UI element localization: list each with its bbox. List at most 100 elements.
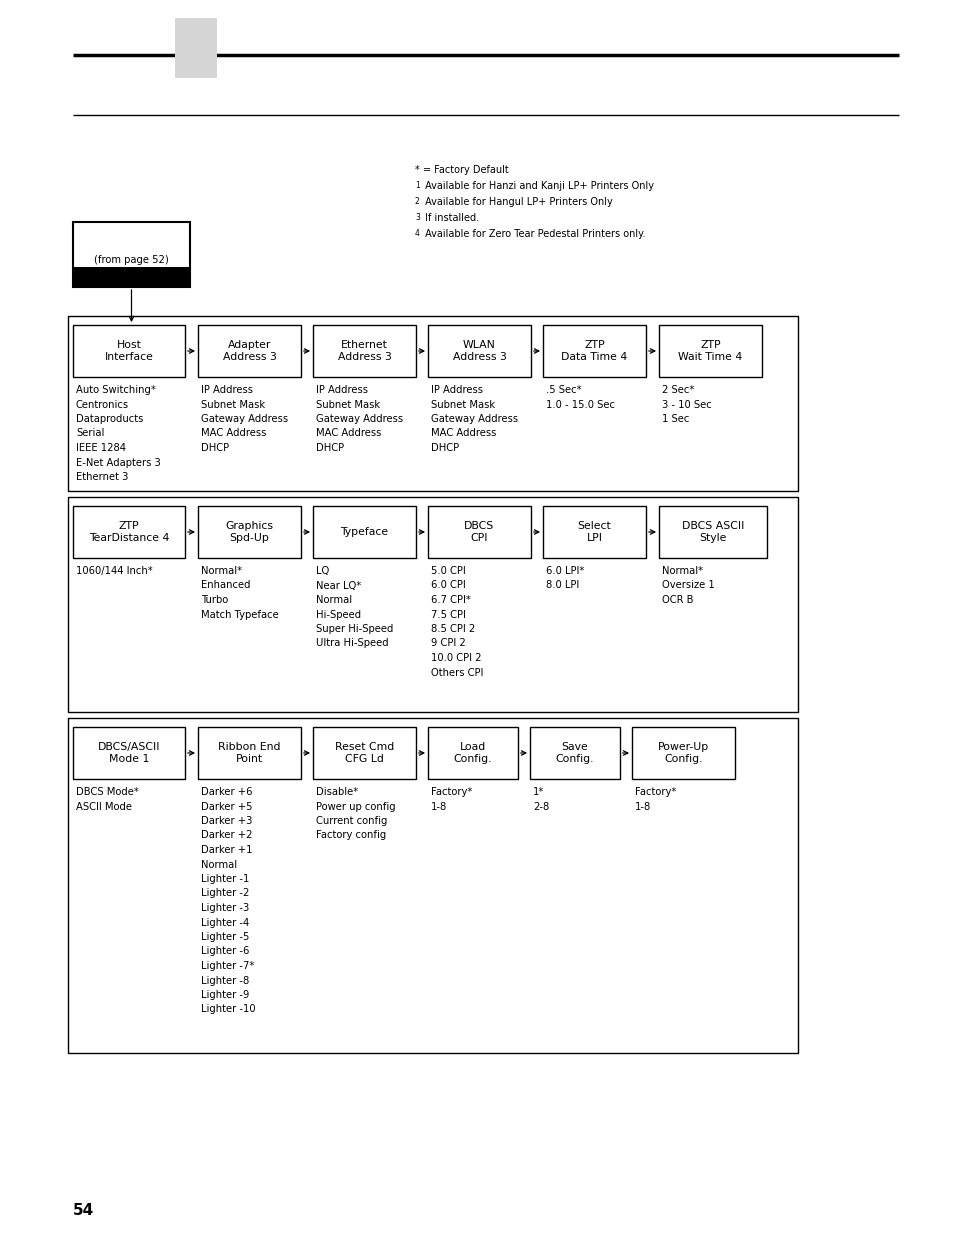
Text: Turbo: Turbo [201,595,228,605]
Text: IP Address: IP Address [315,385,368,395]
Text: DBCS ASCII
Style: DBCS ASCII Style [681,521,743,543]
Text: Host
Interface: Host Interface [105,340,153,362]
Bar [73,506,185,558]
Text: 6.0 LPI*: 6.0 LPI* [545,566,584,576]
Text: MAC Address: MAC Address [315,429,381,438]
Text: Factory*: Factory* [431,787,472,797]
Text: Ethernet
Address 3: Ethernet Address 3 [337,340,391,362]
Text: Oversize 1: Oversize 1 [661,580,714,590]
Text: Save
Config.: Save Config. [556,742,594,763]
Bar [73,222,190,287]
Text: 2 Sec*: 2 Sec* [661,385,694,395]
Text: LQ: LQ [315,566,329,576]
Bar [313,727,416,779]
Text: OCR B: OCR B [661,595,693,605]
Text: (from page 52): (from page 52) [94,254,169,266]
Text: 3: 3 [415,212,419,222]
Text: 8.0 LPI: 8.0 LPI [545,580,578,590]
Text: 6.0 CPI: 6.0 CPI [431,580,465,590]
Text: Disable*: Disable* [315,787,358,797]
Bar [73,325,185,377]
Text: MAC Address: MAC Address [431,429,496,438]
Text: 1.0 - 15.0 Sec: 1.0 - 15.0 Sec [545,399,615,410]
Text: Normal*: Normal* [661,566,702,576]
Text: Hi-Speed: Hi-Speed [315,610,361,620]
Text: Subnet Mask: Subnet Mask [315,399,379,410]
Text: Factory*: Factory* [635,787,676,797]
Text: 3 - 10 Sec: 3 - 10 Sec [661,399,711,410]
Text: Normal: Normal [315,595,352,605]
Text: Reset Cmd
CFG Ld: Reset Cmd CFG Ld [335,742,394,763]
Bar [313,325,416,377]
Text: Gateway Address: Gateway Address [201,414,288,424]
Text: DHCP: DHCP [315,443,344,453]
Text: Enhanced: Enhanced [201,580,251,590]
Text: Lighter -10: Lighter -10 [201,1004,255,1014]
Text: Available for Hangul LP+ Printers Only: Available for Hangul LP+ Printers Only [421,198,612,207]
Text: Darker +6: Darker +6 [201,787,253,797]
Text: ZTP
TearDistance 4: ZTP TearDistance 4 [89,521,169,543]
Text: Power up config: Power up config [315,802,395,811]
Text: 2-8: 2-8 [533,802,549,811]
Bar [428,325,531,377]
Text: Lighter -2: Lighter -2 [201,888,249,899]
Text: ZTP
Wait Time 4: ZTP Wait Time 4 [678,340,741,362]
Text: Super Hi-Speed: Super Hi-Speed [315,624,393,634]
Text: * = Factory Default: * = Factory Default [415,165,508,175]
Text: 1: 1 [415,182,419,190]
Text: Load
Config.: Load Config. [454,742,492,763]
Text: Subnet Mask: Subnet Mask [431,399,495,410]
Text: Power-Up
Config.: Power-Up Config. [658,742,708,763]
Text: 2: 2 [415,198,419,206]
Text: 1 Sec: 1 Sec [661,414,689,424]
Bar [428,727,517,779]
Text: DBCS
CPI: DBCS CPI [464,521,494,543]
Text: 7.5 CPI: 7.5 CPI [431,610,465,620]
Text: Select
LPI: Select LPI [577,521,611,543]
Text: 1-8: 1-8 [635,802,651,811]
Text: DHCP: DHCP [431,443,458,453]
Bar [428,506,531,558]
Bar [68,496,797,713]
Text: DBCS/ASCII
Mode 1: DBCS/ASCII Mode 1 [97,742,160,763]
Text: Others CPI: Others CPI [431,667,483,678]
Text: Lighter -8: Lighter -8 [201,976,249,986]
Text: Serial: Serial [76,429,104,438]
Text: 54: 54 [73,1203,94,1218]
Text: Ribbon End
Point: Ribbon End Point [218,742,280,763]
Bar [198,727,301,779]
Text: Match Typeface: Match Typeface [201,610,278,620]
Bar [198,506,301,558]
Text: Available for Zero Tear Pedestal Printers only.: Available for Zero Tear Pedestal Printer… [421,228,645,240]
Text: Lighter -6: Lighter -6 [201,946,249,956]
Text: Factory config: Factory config [315,830,386,841]
Bar [659,506,766,558]
Text: 10.0 CPI 2: 10.0 CPI 2 [431,653,481,663]
Text: 8.5 CPI 2: 8.5 CPI 2 [431,624,475,634]
Text: Near LQ*: Near LQ* [315,580,361,590]
Text: Dataproducts: Dataproducts [76,414,143,424]
Text: Graphics
Spd-Up: Graphics Spd-Up [225,521,274,543]
Text: 6.7 CPI*: 6.7 CPI* [431,595,471,605]
Text: .5 Sec*: .5 Sec* [545,385,581,395]
Bar [73,727,185,779]
Bar [542,506,645,558]
Text: Current config: Current config [315,816,387,826]
Text: Auto Switching*: Auto Switching* [76,385,155,395]
Bar [174,19,216,78]
Text: IP Address: IP Address [201,385,253,395]
Text: Ultra Hi-Speed: Ultra Hi-Speed [315,638,388,648]
Text: Darker +3: Darker +3 [201,816,253,826]
Text: 1060/144 Inch*: 1060/144 Inch* [76,566,152,576]
Bar [198,325,301,377]
Bar [659,325,761,377]
Text: Gateway Address: Gateway Address [315,414,403,424]
Text: ASCII Mode: ASCII Mode [76,802,132,811]
Text: Ethernet 3: Ethernet 3 [76,472,129,482]
Bar [313,506,416,558]
Text: Lighter -9: Lighter -9 [201,990,249,1000]
Text: Lighter -3: Lighter -3 [201,903,249,913]
Text: 1*: 1* [533,787,544,797]
Text: DHCP: DHCP [201,443,229,453]
Text: Darker +5: Darker +5 [201,802,253,811]
